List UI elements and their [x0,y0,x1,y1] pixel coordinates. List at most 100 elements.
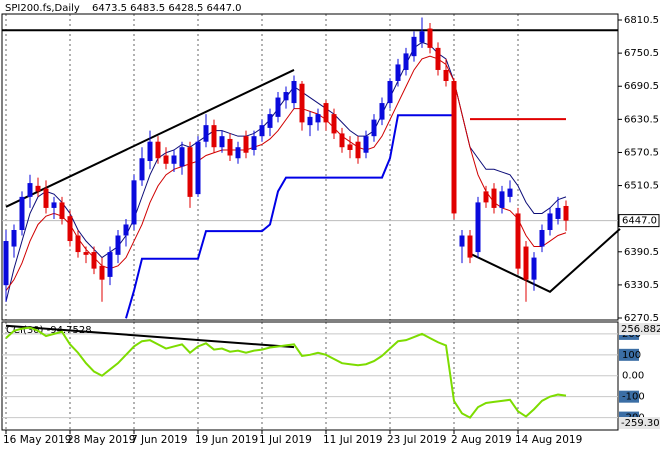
cci-line [5,326,567,419]
candle-body [379,103,385,120]
panel-title: CCI(30) -94.7528 [6,325,92,336]
candle-body [315,114,321,123]
trendline [467,228,621,293]
candle-body [411,36,417,57]
candle-body [387,80,393,104]
candle-body [419,31,425,43]
candle-body [435,47,441,70]
candle-body [275,97,281,117]
candle-body [91,252,97,269]
x-tick-label: 23 Jul 2019 [387,434,446,446]
overlay-line [125,114,454,319]
candle-body [427,28,433,48]
ohlc-text: 6473.5 6483.5 6428.5 6447.0 [92,3,242,14]
y-tick-label: 6510.5 [624,181,659,192]
candle-body [459,235,465,247]
candle-body [235,147,241,159]
overlay-line [5,55,567,291]
candle-body [203,125,209,142]
candle-body [475,202,481,253]
candle-body [267,114,273,128]
candle-body [107,252,113,277]
x-tick-label: 19 Jun 2019 [195,434,258,446]
candle-body [27,183,33,197]
y-tick-label: 100 [622,350,641,361]
y-tick-label: 6810.5 [624,15,659,26]
candle-body [339,133,345,148]
candle-body [499,191,505,208]
candle-body [403,53,409,70]
candle-body [219,136,225,148]
candle-body [67,216,73,242]
candle-body [59,202,65,219]
candle-body [19,196,25,230]
chart-title: SPI200.fs,Daily [5,3,80,14]
range-box [619,417,660,429]
candle-body [259,125,265,137]
candle-body [291,80,297,104]
candle-body [395,64,401,81]
candle-body [483,191,489,203]
candle-body [75,235,81,253]
candle-body [187,147,193,197]
candle-body [363,136,369,153]
range-box [619,323,660,335]
candle-body [443,69,449,81]
candle-body [531,257,537,280]
y-tick-label: 0.00 [622,371,644,382]
candle-body [35,185,41,192]
x-tick-label: 11 Jul 2019 [323,434,382,446]
candle-body [283,92,289,101]
y-tick-box [619,348,639,361]
x-tick-label: 14 Aug 2019 [515,434,582,446]
x-tick-label: 2 Aug 2019 [451,434,512,446]
candle-body [195,141,201,195]
range-label: -259.301 [621,418,660,429]
candle-body [179,147,185,167]
x-tick-label: 1 Jul 2019 [259,434,312,446]
candle-body [299,83,305,123]
candle-body [11,229,17,247]
candle-body [243,136,249,153]
trendline [5,324,295,349]
last-price-box [618,214,660,228]
candle-body [147,141,153,162]
y-tick-label: 6570.5 [624,147,659,158]
candle-body [563,205,569,221]
candle-body [515,213,521,269]
candle-body [371,119,377,137]
candle-body [3,241,9,286]
y-tick-label: -100 [622,392,645,403]
range-label: 256.8823 [621,324,660,335]
candle-body [123,224,129,236]
candle-body [523,246,529,280]
candle-body [451,80,457,214]
candle-body [331,114,337,134]
y-tick-label: 6390.5 [624,247,659,258]
candle-body [539,229,545,247]
candle-body [347,144,353,150]
candle-body [323,103,329,123]
candle-body [355,141,361,159]
candle-body [51,202,57,208]
candle-body [43,188,49,208]
y-tick-label: 6690.5 [624,81,659,92]
candle-body [115,235,121,255]
candle-body [139,158,145,181]
candle-body [227,138,233,156]
candle-body [467,235,473,258]
last-price-label: 6447.0 [622,216,657,227]
candle-body [547,213,553,230]
main-frame [1,13,619,321]
candle-body [555,207,561,219]
candle-body [171,155,177,164]
candle-body [155,141,161,159]
candle-body [163,155,169,164]
candle-body [211,125,217,148]
y-tick-label: 6630.5 [624,114,659,125]
x-tick-label: 16 May 2019 [3,434,71,446]
candle-body [507,188,513,197]
candle-body [307,116,313,126]
